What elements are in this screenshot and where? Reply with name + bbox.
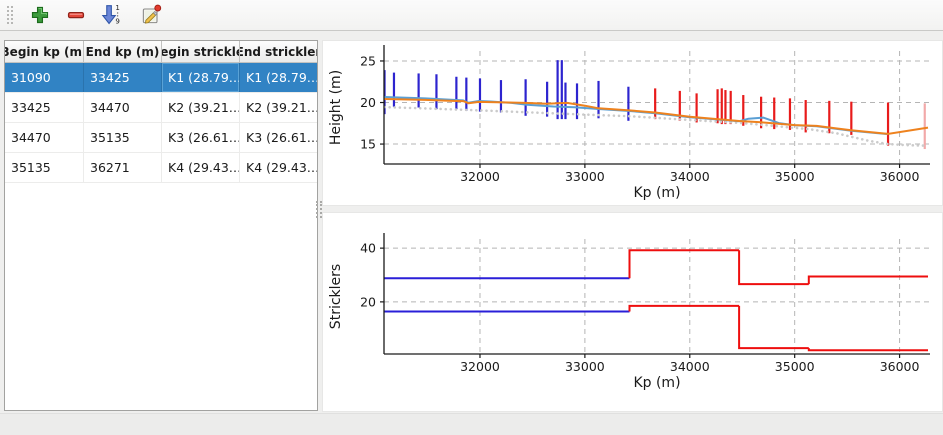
cell-begin-strickler[interactable]: K2 (39.21… <box>162 93 240 122</box>
strickler-minor-bed <box>384 304 928 352</box>
table-row[interactable]: 31090 33425 K1 (28.79… K1 (28.79… <box>5 63 317 93</box>
y-axis-label: Height (m) <box>328 70 344 145</box>
strickler-major-bed <box>384 249 928 286</box>
x-tick-label: 33000 <box>565 169 605 184</box>
x-tick-label: 36000 <box>880 359 920 374</box>
column-header-begin-strickler[interactable]: Begin strickler <box>162 41 240 62</box>
axes: 32000 33000 34000 35000 36000 15 20 25 Kp (m) Hei… <box>328 45 930 201</box>
cell-begin-kp[interactable]: 35135 <box>5 153 84 182</box>
svg-text:1: 1 <box>115 3 120 12</box>
cell-begin-kp[interactable]: 34470 <box>5 123 84 152</box>
toolbar: 1 9 <box>0 0 943 31</box>
cell-end-kp[interactable]: 34470 <box>84 93 162 122</box>
bed-level-line <box>384 98 929 135</box>
toolbar-drag-handle[interactable] <box>7 6 13 24</box>
cell-begin-strickler[interactable]: K4 (29.43… <box>162 153 240 182</box>
y-axis-label: Stricklers <box>328 264 344 329</box>
gridlines <box>384 239 930 354</box>
x-tick-label: 35000 <box>775 359 815 374</box>
stricklers-vs-kp-chart[interactable]: 32000 33000 34000 35000 36000 20 40 Kp (m) Stric… <box>323 213 942 411</box>
x-axis-label: Kp (m) <box>633 185 680 201</box>
column-header-begin-kp[interactable]: Begin kp (m) <box>5 41 84 62</box>
cell-end-kp[interactable]: 36271 <box>84 153 162 182</box>
x-tick-label: 36000 <box>880 169 920 184</box>
axes: 32000 33000 34000 35000 36000 20 40 Kp (m) Stric… <box>328 233 930 391</box>
status-bar <box>0 413 943 435</box>
table-row[interactable]: 35135 36271 K4 (29.43… K4 (29.43… <box>5 153 317 183</box>
plus-icon <box>31 6 48 24</box>
column-header-end-strickler[interactable]: End strickler <box>240 44 317 59</box>
y-tick-label: 15 <box>360 137 376 152</box>
height-vs-kp-chart[interactable]: 32000 33000 34000 35000 36000 15 20 25 Kp (m) Hei… <box>323 41 942 205</box>
cell-begin-kp[interactable]: 33425 <box>5 93 84 122</box>
column-header-end-kp[interactable]: End kp (m) <box>84 41 162 62</box>
cell-end-strickler[interactable]: K2 (39.21… <box>246 100 317 115</box>
cell-end-kp[interactable]: 33425 <box>84 63 162 92</box>
y-tick-label: 20 <box>360 95 376 110</box>
x-tick-label: 34000 <box>670 359 710 374</box>
table-row[interactable]: 34470 35135 K3 (26.61… K3 (26.61… <box>5 123 317 153</box>
cell-end-kp[interactable]: 35135 <box>84 123 162 152</box>
x-tick-label: 35000 <box>775 169 815 184</box>
edit-icon <box>142 4 161 24</box>
strickler-table-panel: Begin kp (m) End kp (m) Begin strickler … <box>4 40 318 411</box>
x-axis-label: Kp (m) <box>633 375 680 391</box>
table-header-row: Begin kp (m) End kp (m) Begin strickler … <box>5 41 317 63</box>
sort-button[interactable]: 1 9 <box>98 2 125 29</box>
cell-end-strickler[interactable]: K3 (26.61… <box>246 130 317 145</box>
x-tick-label: 32000 <box>460 359 500 374</box>
add-button[interactable] <box>26 2 53 29</box>
x-tick-label: 34000 <box>670 169 710 184</box>
edit-button[interactable] <box>137 2 164 29</box>
cell-begin-kp[interactable]: 31090 <box>5 63 84 92</box>
dotted-bottom-line <box>384 105 930 147</box>
remove-button[interactable] <box>62 2 89 29</box>
x-tick-label: 32000 <box>460 169 500 184</box>
table-body: 31090 33425 K1 (28.79… K1 (28.79… 33425 … <box>5 63 317 183</box>
cell-end-strickler[interactable]: K4 (29.43… <box>246 160 317 175</box>
table-row[interactable]: 33425 34470 K2 (39.21… K2 (39.21… <box>5 93 317 123</box>
sort-numeric-icon: 1 9 <box>101 3 120 25</box>
svg-text:9: 9 <box>115 16 120 25</box>
y-tick-label: 25 <box>360 53 376 68</box>
cell-end-strickler[interactable]: K1 (28.79… <box>246 70 317 85</box>
height-chart-panel[interactable]: 32000 33000 34000 35000 36000 15 20 25 Kp (m) Hei… <box>322 40 943 206</box>
cell-begin-strickler[interactable]: K3 (26.61… <box>162 123 240 152</box>
minus-icon <box>67 11 84 19</box>
stricklers-chart-panel[interactable]: 32000 33000 34000 35000 36000 20 40 Kp (m) Stric… <box>322 212 943 412</box>
x-tick-label: 33000 <box>565 359 605 374</box>
y-tick-label: 40 <box>360 241 376 256</box>
y-tick-label: 20 <box>360 294 376 309</box>
cell-begin-strickler[interactable]: K1 (28.79… <box>162 63 240 92</box>
chart-splitter-handle[interactable] <box>316 201 322 218</box>
